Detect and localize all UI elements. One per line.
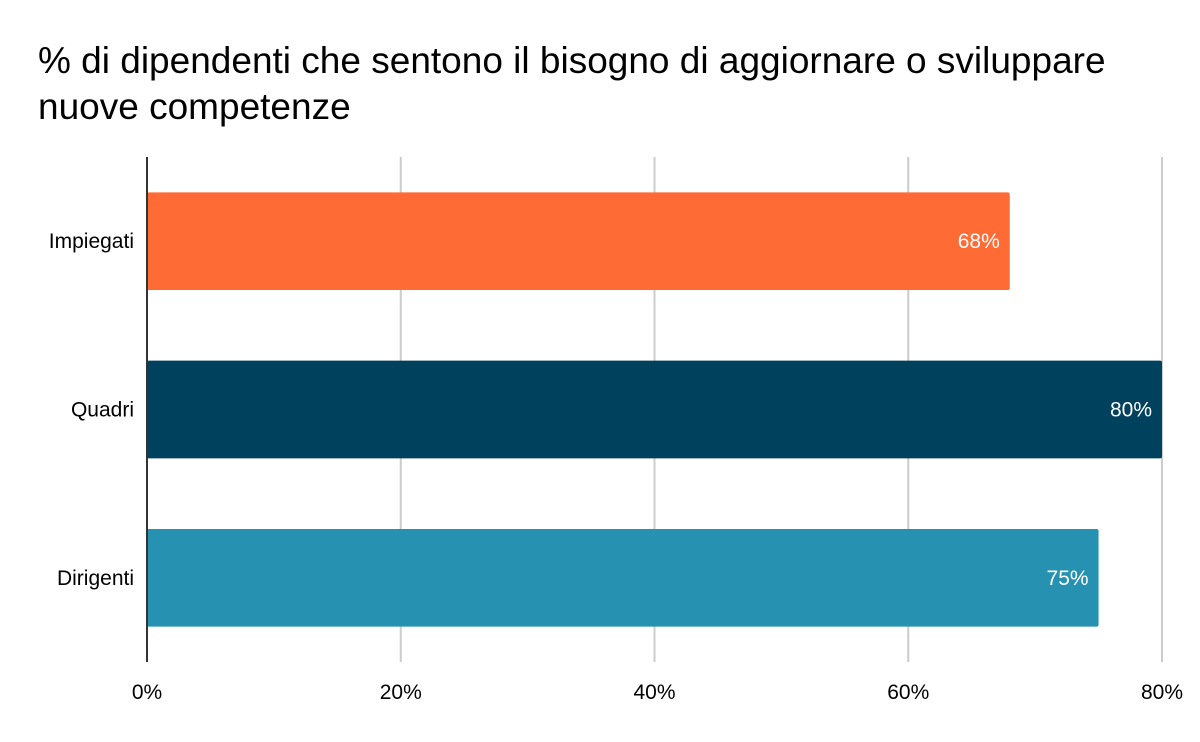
data-label: 75% (1047, 567, 1089, 590)
bars (147, 192, 1162, 627)
labels: 0% 20% 40% 60% 80% Impiegati 68% Quadri 80% Dirig… (49, 230, 1183, 704)
x-tick-label: 60% (887, 681, 929, 704)
x-tick-label: 80% (1141, 681, 1183, 704)
data-label: 80% (1110, 399, 1152, 422)
bar (147, 192, 1010, 290)
bar (147, 360, 1162, 459)
bar (147, 529, 1099, 627)
chart-title: % di dipendenti che sentono il bisogno d… (38, 40, 1106, 127)
x-tick-label: 0% (132, 681, 162, 704)
data-label: 68% (958, 230, 1000, 253)
x-tick-label: 40% (633, 681, 675, 704)
category-label: Quadri (71, 399, 134, 422)
x-tick-label: 20% (380, 681, 422, 704)
category-label: Dirigenti (57, 567, 134, 590)
category-label: Impiegati (49, 230, 134, 253)
